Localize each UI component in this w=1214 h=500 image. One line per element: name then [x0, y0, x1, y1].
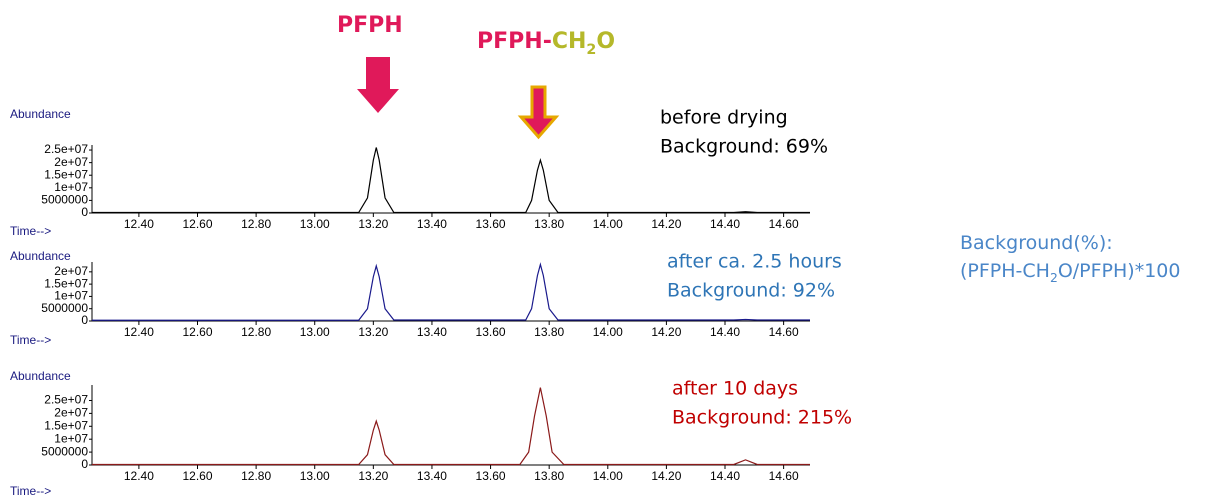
label-part: 2 — [1050, 271, 1058, 285]
x-tick-label: 13.40 — [417, 469, 447, 483]
x-axis-label: Time--> — [10, 224, 51, 238]
y-tick-label: 2.5e+07 — [44, 142, 88, 156]
y-axis-label: Abundance — [10, 369, 71, 383]
x-tick-label: 14.00 — [593, 217, 623, 231]
label: (PFPH-CH2O/PFPH)*100 — [960, 260, 1180, 285]
x-tick-label: 14.00 — [593, 469, 623, 483]
label-part: O — [596, 29, 615, 54]
label: Background(%): — [960, 232, 1113, 254]
arrow — [357, 57, 399, 113]
x-tick-label: 12.60 — [182, 469, 212, 483]
y-tick-label: 1.5e+07 — [44, 418, 88, 432]
label: PFPH-CH2O — [477, 29, 615, 58]
y-tick-label: 0 — [81, 457, 88, 471]
y-tick-label: 2e+07 — [54, 406, 88, 420]
y-axis-label: Abundance — [10, 249, 71, 263]
line — [92, 147, 810, 214]
y-tick-label: 5000000 — [41, 444, 88, 458]
x-tick-label: 12.40 — [124, 325, 154, 339]
x-tick-label: 13.60 — [476, 325, 506, 339]
x-tick-label: 14.60 — [769, 325, 799, 339]
x-tick-label: 12.80 — [241, 325, 271, 339]
label-part: (PFPH-CH — [960, 260, 1050, 282]
y-tick-label: 2e+07 — [54, 264, 88, 278]
label-part: Background(%): — [960, 232, 1113, 254]
y-tick-label: 0 — [81, 313, 88, 327]
x-tick-label: 14.20 — [651, 217, 681, 231]
annotation: after 10 days — [672, 378, 798, 400]
label: PFPH — [337, 13, 403, 38]
x-tick-label: 12.60 — [182, 217, 212, 231]
x-tick-label: 12.40 — [124, 469, 154, 483]
x-tick-label: 13.80 — [534, 325, 564, 339]
x-tick-label: 13.20 — [358, 217, 388, 231]
label-part: 2 — [586, 42, 596, 58]
label-part: PFPH — [477, 29, 543, 54]
y-tick-label: 5000000 — [41, 301, 88, 315]
x-tick-label: 14.20 — [651, 325, 681, 339]
annotation: before drying — [660, 107, 788, 129]
x-tick-label: 13.60 — [476, 469, 506, 483]
x-tick-label: 13.00 — [300, 325, 330, 339]
label-part: PFPH — [337, 13, 403, 38]
label-part: O/PFPH)*100 — [1058, 260, 1181, 282]
x-tick-label: 12.40 — [124, 217, 154, 231]
x-axis-label: Time--> — [10, 484, 51, 498]
label-part: - — [543, 29, 552, 54]
y-tick-label: 1e+07 — [54, 431, 88, 445]
y-tick-label: 1.5e+07 — [44, 276, 88, 290]
x-tick-label: 14.20 — [651, 469, 681, 483]
line — [92, 387, 810, 466]
y-tick-label: 2e+07 — [54, 155, 88, 169]
y-tick-label: 1.5e+07 — [44, 167, 88, 181]
y-tick-label: 0 — [81, 205, 88, 219]
y-tick-label: 1e+07 — [54, 289, 88, 303]
x-tick-label: 14.00 — [593, 325, 623, 339]
x-tick-label: 14.40 — [710, 325, 740, 339]
x-tick-label: 14.60 — [769, 469, 799, 483]
x-tick-label: 13.80 — [534, 217, 564, 231]
x-tick-label: 13.00 — [300, 469, 330, 483]
x-tick-label: 13.60 — [476, 217, 506, 231]
annotation: Background: 69% — [660, 136, 828, 158]
label-part: CH — [552, 29, 587, 54]
annotation: Background: 215% — [672, 407, 852, 429]
y-axis-label: Abundance — [10, 107, 71, 121]
x-tick-label: 13.40 — [417, 325, 447, 339]
x-tick-label: 13.40 — [417, 217, 447, 231]
x-tick-label: 13.20 — [358, 325, 388, 339]
x-tick-label: 14.40 — [710, 469, 740, 483]
x-tick-label: 13.20 — [358, 469, 388, 483]
x-tick-label: 12.60 — [182, 325, 212, 339]
y-tick-label: 2.5e+07 — [44, 393, 88, 407]
x-tick-label: 14.40 — [710, 217, 740, 231]
annotation: Background: 92% — [667, 280, 835, 302]
y-tick-label: 5000000 — [41, 193, 88, 207]
arrow — [517, 85, 560, 140]
x-tick-label: 13.80 — [534, 469, 564, 483]
x-tick-label: 13.00 — [300, 217, 330, 231]
annotation: after ca. 2.5 hours — [667, 251, 842, 273]
x-tick-label: 12.80 — [241, 217, 271, 231]
x-axis-label: Time--> — [10, 333, 51, 347]
x-tick-label: 14.60 — [769, 217, 799, 231]
y-tick-label: 1e+07 — [54, 180, 88, 194]
x-tick-label: 12.80 — [241, 469, 271, 483]
line — [92, 262, 810, 321]
